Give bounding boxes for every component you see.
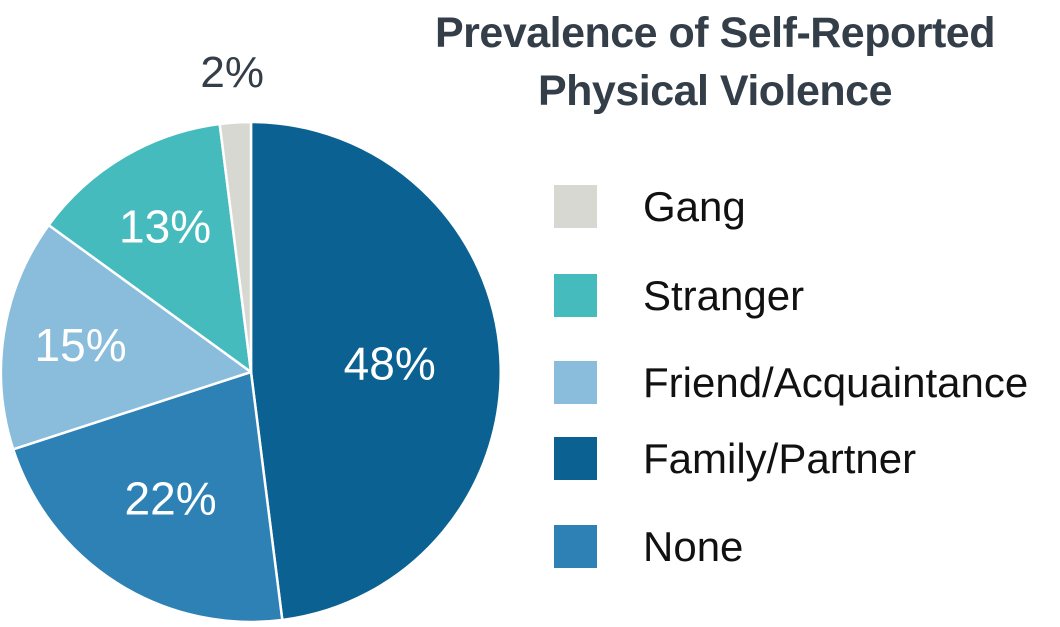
pie-slice-none [11, 370, 284, 624]
chart-title: Prevalence of Self-Reported Physical Vio… [380, 4, 1050, 120]
pie-slice-gang [218, 120, 253, 374]
pie-slice-stranger [47, 122, 253, 374]
legend-label-none: None [643, 522, 744, 570]
legend-swatch-gang [554, 184, 597, 228]
legend-item-family-partner: Family/Partner [554, 434, 917, 482]
chart-title-line2: Physical Violence [537, 67, 893, 115]
pie-chart: 48% 22% 15% 13% 2% [0, 48, 502, 624]
legend-swatch-friend-acquaintance [554, 360, 597, 404]
legend-item-gang: Gang [554, 182, 746, 230]
chart-title-line1: Prevalence of Self-Reported [434, 9, 996, 57]
pie-slice-friend-acquaintance [0, 223, 253, 451]
pie-value-label-none: 22% [125, 473, 217, 525]
pie-value-label-friend-acquaintance: 15% [35, 319, 127, 371]
legend-swatch-none [554, 524, 597, 568]
legend-item-stranger: Stranger [554, 271, 805, 319]
legend-label-family-partner: Family/Partner [643, 434, 917, 482]
legend-swatch-stranger [554, 273, 597, 317]
legend-item-none: None [554, 522, 744, 570]
legend-label-friend-acquaintance: Friend/Acquaintance [643, 358, 1029, 406]
legend-swatch-family-partner [554, 436, 597, 480]
legend-item-friend-acquaintance: Friend/Acquaintance [554, 358, 1029, 406]
legend-label-gang: Gang [643, 182, 746, 230]
pie-slice-family-partner [249, 120, 502, 622]
pie-value-label-stranger: 13% [119, 201, 211, 253]
pie-value-label-gang: 2% [200, 48, 264, 97]
legend-label-stranger: Stranger [643, 271, 805, 319]
pie-value-label-family-partner: 48% [344, 337, 436, 389]
